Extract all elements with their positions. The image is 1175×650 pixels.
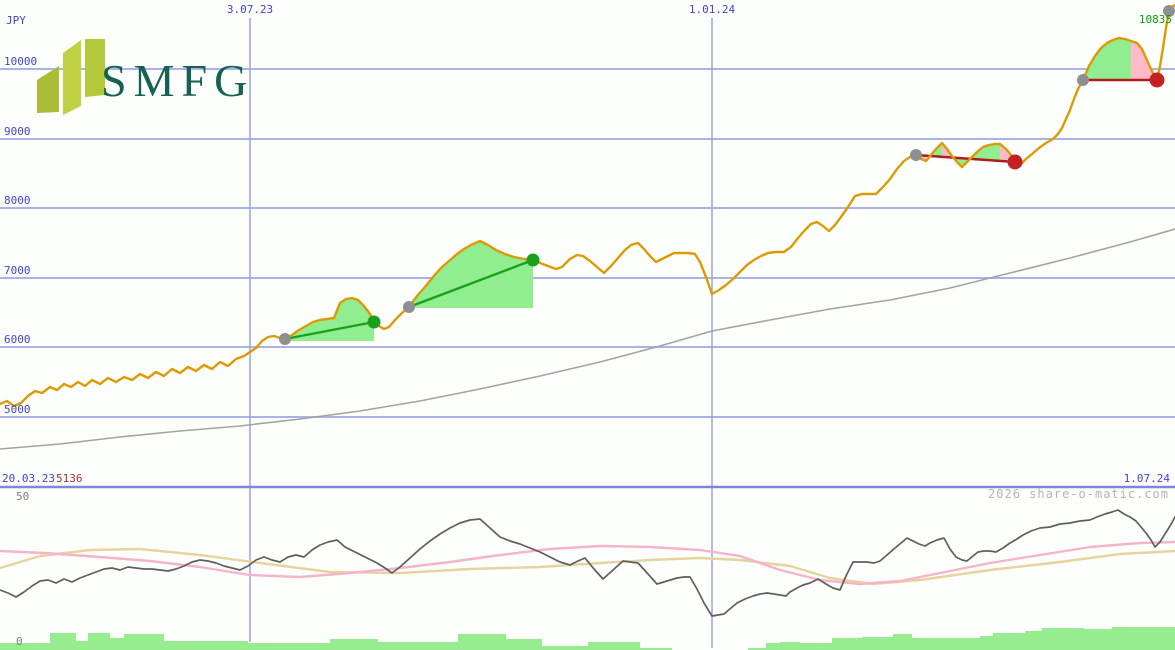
last-price-label: 10835 bbox=[1138, 13, 1172, 26]
y-axis-label-10000: 10000 bbox=[4, 55, 38, 68]
marker-start bbox=[403, 301, 415, 313]
marker-end-down bbox=[1007, 154, 1023, 170]
marker-end-up bbox=[526, 253, 540, 267]
marker-end-up bbox=[367, 315, 381, 329]
marker-start bbox=[910, 149, 922, 161]
marker-start bbox=[1163, 5, 1175, 17]
pattern-fill-1 bbox=[409, 241, 533, 308]
trend-line-1 bbox=[407, 258, 535, 309]
indicator-top-label: 50 bbox=[16, 490, 30, 503]
pattern-fill-6 bbox=[972, 144, 1000, 161]
start-date-label: 20.03.23 bbox=[2, 472, 55, 485]
indicator-bottom-label: 0 bbox=[16, 635, 23, 648]
series-indicator-fast bbox=[0, 509, 1175, 617]
y-axis-label-7000: 7000 bbox=[4, 264, 31, 277]
y-axis-label-6000: 6000 bbox=[4, 333, 31, 346]
logo-mark-stripe-middle bbox=[63, 40, 81, 115]
volume-bars bbox=[0, 627, 1175, 650]
smfg-logo-text: SMFG bbox=[101, 55, 255, 106]
pattern-fill-3 bbox=[926, 143, 942, 157]
y-axis-label-5000: 5000 bbox=[4, 403, 31, 416]
marker-end-down bbox=[1149, 72, 1165, 88]
currency-label: JPY bbox=[6, 14, 26, 27]
marker-start bbox=[279, 333, 291, 345]
watermark: 2026 share-o-matic.com bbox=[988, 487, 1169, 501]
logo-mark-stripe-left bbox=[37, 66, 59, 113]
x-axis-date-2: 1.01.24 bbox=[688, 3, 736, 16]
end-date-label: 1.07.24 bbox=[1123, 472, 1170, 485]
y-axis-label-9000: 9000 bbox=[4, 125, 31, 138]
series-indicator-tan bbox=[0, 547, 1175, 586]
pattern-fill-8 bbox=[1083, 38, 1131, 80]
series-moving-average bbox=[0, 228, 1175, 450]
marker-start bbox=[1077, 74, 1089, 86]
start-price-label: 5136 bbox=[56, 472, 83, 485]
x-axis-date-1: 3.07.23 bbox=[226, 3, 274, 16]
series-price bbox=[0, 3, 1175, 408]
trend-line-2 bbox=[914, 153, 1017, 164]
y-axis-label-8000: 8000 bbox=[4, 194, 31, 207]
logo-mark-stripe-right bbox=[85, 39, 105, 97]
series-indicator-pink bbox=[0, 540, 1175, 586]
smfg-logo-mark bbox=[37, 39, 105, 115]
trend-line-0 bbox=[283, 320, 376, 341]
